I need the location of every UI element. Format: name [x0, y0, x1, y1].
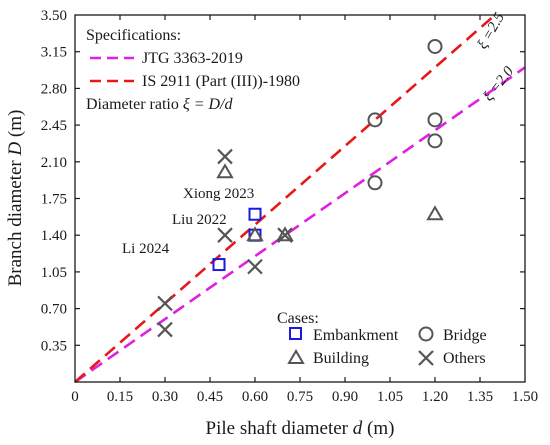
- annotation-xiong-2023: Xiong 2023: [183, 186, 254, 202]
- x-tick-label: 0.45: [197, 389, 223, 405]
- legend-marker-building: [287, 349, 305, 364]
- y-tick-label: 1.75: [41, 192, 67, 208]
- legend-label-embankment: Embankment: [313, 327, 399, 344]
- others-point: [157, 295, 173, 312]
- legend-label-others: Others: [443, 350, 486, 367]
- others-point: [217, 227, 233, 243]
- embankment-point: [248, 207, 262, 221]
- x-axis-title-unit: (m): [362, 418, 394, 439]
- specifications-title: Specifications:: [86, 27, 181, 44]
- bridge-point: [367, 175, 383, 191]
- legend-marker-embankment: [289, 327, 302, 340]
- legend-label-building: Building: [313, 350, 369, 367]
- bridge-point: [427, 38, 443, 54]
- others-point: [277, 227, 293, 243]
- x-tick-label: 0.90: [332, 389, 358, 405]
- specifications-legend: Specifications: JTG 3363-2019 IS 2911 (P…: [86, 27, 300, 113]
- legend-label-is: IS 2911 (Part (III))-1980: [142, 73, 300, 90]
- y-tick-label: 3.15: [41, 45, 67, 61]
- legend-label-bridge: Bridge: [443, 327, 487, 344]
- others-point: [217, 148, 233, 165]
- cases-legend: Cases: Embankment Bridge Building Others: [277, 310, 487, 367]
- x-tick-label: 1.05: [377, 389, 403, 405]
- y-tick-label: 0.70: [41, 302, 67, 318]
- y-tick-label: 2.45: [41, 118, 67, 134]
- x-axis-title-var: d: [353, 418, 363, 439]
- reference-lines: [74, 14, 526, 384]
- y-tick-label: 1.05: [41, 265, 67, 281]
- y-tick-label: 1.40: [41, 228, 67, 244]
- building-point: [246, 226, 264, 242]
- bridge-point: [367, 112, 383, 128]
- x-tick-label: 1.50: [512, 389, 538, 405]
- diameter-ratio-formula: ξ = D/d: [183, 96, 234, 113]
- y-tick-label: 2.10: [41, 155, 67, 171]
- annotation-li-2024: Li 2024: [122, 241, 170, 257]
- y-axis-title-unit: (m): [5, 110, 26, 142]
- cases-title: Cases:: [277, 310, 319, 327]
- x-tick-label: 0.30: [152, 389, 178, 405]
- bridge-point: [427, 112, 443, 128]
- x-tick-label: 0.75: [287, 389, 313, 405]
- y-axis-title: Branch diameter D (m): [5, 110, 26, 287]
- others-point: [157, 321, 173, 338]
- x-tick-label: 1.35: [467, 389, 493, 405]
- x-axis-title: Pile shaft diameter d (m): [206, 418, 395, 439]
- x-axis-title-text: Pile shaft diameter: [206, 418, 353, 439]
- legend-label-jtg: JTG 3363-2019: [142, 50, 243, 67]
- diameter-ratio-prefix: Diameter ratio: [86, 96, 183, 113]
- embankment-point: [212, 258, 226, 272]
- x-tick-label: 1.20: [422, 389, 448, 405]
- x-tick-label: 0.15: [107, 389, 133, 405]
- data-markers: [157, 38, 444, 338]
- y-tick-label: 3.50: [41, 8, 67, 24]
- diameter-ratio-note: Diameter ratio ξ = D/d: [86, 96, 233, 113]
- bridge-point: [427, 133, 443, 149]
- axis-ticks: 0 0.15 0.30 0.45 0.60 0.75 0.90 1.05 1.20 1.35 1.5…: [41, 8, 538, 405]
- y-axis-title-text: Branch diameter: [5, 156, 26, 287]
- y-tick-label: 0.35: [41, 338, 67, 354]
- building-point: [426, 205, 444, 221]
- line-label-jtg: ξ =2.0: [481, 63, 518, 104]
- spec-line-1: [74, 14, 496, 383]
- x-tick-label: 0: [71, 389, 79, 405]
- building-point: [276, 226, 294, 242]
- annotation-liu-2022: Liu 2022: [172, 212, 227, 228]
- y-axis-title-var: D: [5, 142, 26, 157]
- x-tick-label: 0.60: [242, 389, 268, 405]
- building-point: [216, 163, 234, 179]
- legend-marker-bridge: [418, 326, 434, 342]
- others-point: [247, 258, 263, 275]
- legend-marker-others: [418, 350, 434, 366]
- spec-line-0: [74, 66, 526, 384]
- y-tick-label: 2.80: [41, 81, 67, 97]
